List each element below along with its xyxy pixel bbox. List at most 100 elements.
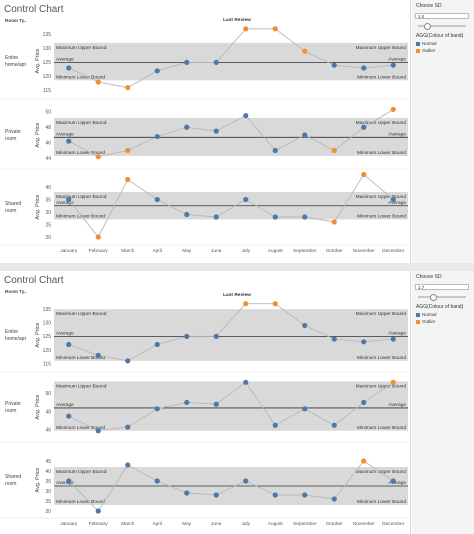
- series-line: [68, 381, 394, 432]
- x-tick-label: December: [382, 521, 405, 527]
- series-line: [68, 303, 394, 362]
- data-point: [184, 59, 190, 65]
- outlier-swatch: [416, 48, 420, 53]
- data-point: [302, 492, 308, 498]
- data-point: [213, 59, 219, 65]
- data-point: [243, 379, 249, 385]
- data-point: [95, 428, 101, 434]
- legend-item-normal[interactable]: Normal: [416, 312, 437, 317]
- x-tick-label: October: [326, 521, 343, 527]
- dashboard-title: Control Chart: [4, 275, 64, 286]
- y-tick-label: 135: [43, 32, 52, 38]
- sd-slider-handle[interactable]: [423, 23, 431, 30]
- filter-panel: Choose SD 1.0 AGG(Colour of band) Normal…: [412, 0, 474, 263]
- data-point: [213, 214, 219, 220]
- max-bound-label: Maximum Upper Bound: [356, 194, 407, 200]
- min-bound-label: Minimum Lower Bound: [357, 499, 406, 505]
- sd-slider-track[interactable]: [418, 25, 466, 27]
- min-bound-label: Minimum Lower Bound: [357, 214, 406, 220]
- data-point: [331, 62, 337, 68]
- outlier-point: [390, 379, 396, 385]
- chart-area: Control Chart Room Ty.. Last Review Maxi…: [0, 271, 411, 534]
- control-chart-svg[interactable]: Maximum Upper Bound Maximum Upper BoundAv…: [0, 271, 410, 534]
- outlier-point: [331, 147, 337, 154]
- y-axis-title: Avg. Price: [35, 468, 41, 493]
- control-band: [54, 42, 408, 81]
- y-tick-label: 25: [45, 222, 51, 228]
- filter-label: Choose SD: [416, 274, 442, 280]
- data-point: [154, 196, 160, 203]
- x-tick-label: January: [60, 521, 78, 527]
- series-line: [68, 460, 394, 512]
- row-header[interactable]: Room Ty..: [5, 18, 27, 23]
- normal-swatch: [416, 41, 420, 46]
- data-point: [95, 508, 101, 514]
- y-tick-label: 125: [43, 60, 52, 66]
- legend-label: Outlier: [422, 319, 436, 324]
- data-point: [66, 341, 72, 348]
- y-tick-label: 130: [43, 46, 52, 52]
- series-line: [68, 109, 394, 158]
- y-tick-label: 46: [45, 141, 51, 147]
- data-point: [154, 341, 160, 348]
- y-axis-title: Avg. Price: [35, 123, 41, 148]
- data-point: [213, 492, 219, 498]
- min-bound-label: Minimum Lower Bound: [56, 355, 105, 361]
- data-point: [390, 196, 396, 203]
- outlier-point: [331, 219, 337, 225]
- average-label: Average: [56, 131, 74, 137]
- data-point: [390, 62, 396, 68]
- data-point: [125, 462, 131, 468]
- average-label: Average: [388, 402, 406, 408]
- y-tick-label: 20: [45, 235, 51, 241]
- data-point: [302, 214, 308, 220]
- x-tick-label: September: [293, 521, 317, 527]
- series-line: [68, 173, 394, 238]
- x-tick-label: April: [152, 248, 162, 254]
- sd-input[interactable]: 1.7: [415, 284, 469, 290]
- legend-item-outlier[interactable]: Outlier: [416, 319, 435, 324]
- average-label: Average: [388, 56, 406, 62]
- dashboard-title: Control Chart: [4, 4, 64, 15]
- sd-slider-handle[interactable]: [429, 294, 437, 301]
- column-header[interactable]: Last Review: [223, 293, 251, 298]
- lane-label: room: [5, 208, 16, 214]
- control-band: [54, 381, 408, 431]
- legend-label: Outlier: [422, 48, 436, 53]
- y-tick-label: 48: [45, 125, 51, 131]
- data-point: [331, 496, 337, 502]
- outlier-point: [95, 79, 101, 85]
- legend-item-normal[interactable]: Normal: [416, 41, 437, 46]
- outlier-point: [361, 171, 367, 178]
- column-header[interactable]: Last Review: [223, 18, 251, 23]
- data-point: [66, 65, 72, 71]
- x-tick-label: December: [382, 248, 405, 254]
- legend-item-outlier[interactable]: Outlier: [416, 48, 435, 53]
- outlier-point: [95, 234, 101, 240]
- normal-swatch: [416, 312, 420, 317]
- row-header[interactable]: Room Ty..: [5, 289, 27, 294]
- y-tick-label: 30: [45, 210, 51, 216]
- control-chart-svg[interactable]: Maximum Upper Bound Maximum Upper BoundAv…: [0, 0, 410, 263]
- data-point: [66, 138, 72, 144]
- outlier-point: [125, 85, 131, 91]
- min-bound-label: Minimum Lower Bound: [56, 150, 105, 156]
- y-axis-title: Avg. Price: [35, 195, 41, 220]
- y-tick-label: 120: [43, 348, 52, 354]
- lane-label: room: [5, 136, 16, 142]
- x-tick-label: July: [241, 521, 250, 527]
- x-tick-label: February: [89, 248, 109, 254]
- data-point: [361, 65, 367, 71]
- average-label: Average: [56, 200, 74, 206]
- x-tick-label: February: [89, 521, 109, 527]
- average-label: Average: [56, 330, 74, 336]
- sd-slider-track[interactable]: [418, 296, 466, 298]
- data-point: [184, 490, 190, 496]
- y-tick-label: 30: [45, 489, 51, 495]
- data-point: [302, 406, 308, 412]
- series-line: [68, 28, 394, 89]
- sd-input[interactable]: 1.0: [415, 13, 469, 19]
- average-label: Average: [388, 131, 406, 137]
- lane-label: Entire: [5, 55, 18, 61]
- data-point: [184, 333, 190, 339]
